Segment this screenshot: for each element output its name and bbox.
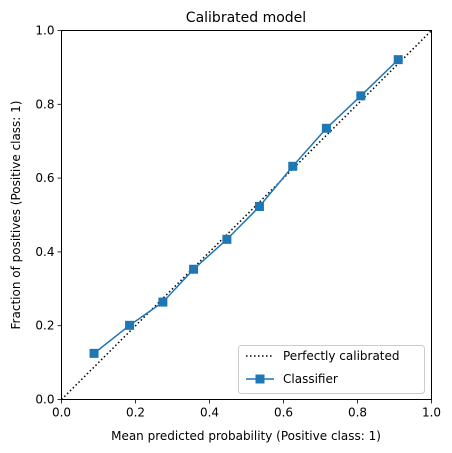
data-point-classifier bbox=[125, 320, 135, 330]
x-axis-ticks: 0.0 0.2 0.4 0.6 0.8 1.0 bbox=[52, 399, 441, 420]
y-tick-label: 0.4 bbox=[35, 245, 54, 259]
x-tick-label: 0.8 bbox=[348, 406, 367, 420]
data-point-classifier bbox=[254, 202, 264, 212]
y-tick-label: 0.6 bbox=[35, 171, 54, 185]
plot-area bbox=[60, 29, 433, 401]
series-line-perfectly-calibrated bbox=[60, 29, 433, 401]
data-point-classifier bbox=[189, 264, 199, 274]
y-axis-ticks: 0.0 0.2 0.4 0.6 0.8 1.0 bbox=[35, 24, 62, 407]
y-tick-label: 0.0 bbox=[35, 393, 54, 407]
data-point-classifier bbox=[222, 234, 232, 244]
data-point-classifier bbox=[356, 91, 366, 101]
x-axis-label: Mean predicted probability (Positive cla… bbox=[111, 429, 381, 443]
series-line-classifier bbox=[93, 59, 399, 354]
data-point-classifier bbox=[393, 55, 403, 65]
series-layer bbox=[60, 29, 433, 401]
legend-box bbox=[238, 345, 425, 394]
data-point-classifier bbox=[158, 297, 168, 307]
y-tick-label: 0.2 bbox=[35, 319, 54, 333]
data-point-classifier bbox=[288, 161, 298, 171]
x-tick-label: 1.0 bbox=[422, 406, 441, 420]
x-tick-label: 0.4 bbox=[200, 406, 219, 420]
chart-title: Calibrated model bbox=[186, 10, 306, 26]
x-tick-label: 0.6 bbox=[274, 406, 293, 420]
y-axis-label: Fraction of positives (Positive class: 1… bbox=[9, 101, 23, 330]
data-point-classifier bbox=[321, 123, 331, 133]
data-point-classifier bbox=[89, 348, 99, 358]
legend-swatch-classifier-marker bbox=[255, 374, 265, 384]
x-tick-label: 0.0 bbox=[52, 406, 71, 420]
y-tick-label: 1.0 bbox=[35, 24, 54, 38]
legend-label-perfectly-calibrated: Perfectly calibrated bbox=[283, 349, 400, 363]
y-tick-label: 0.8 bbox=[35, 97, 54, 111]
legend: Perfectly calibrated Classifier bbox=[238, 345, 425, 394]
plot-frame bbox=[61, 30, 432, 400]
legend-label-classifier: Classifier bbox=[283, 372, 338, 386]
x-tick-label: 0.2 bbox=[126, 406, 145, 420]
